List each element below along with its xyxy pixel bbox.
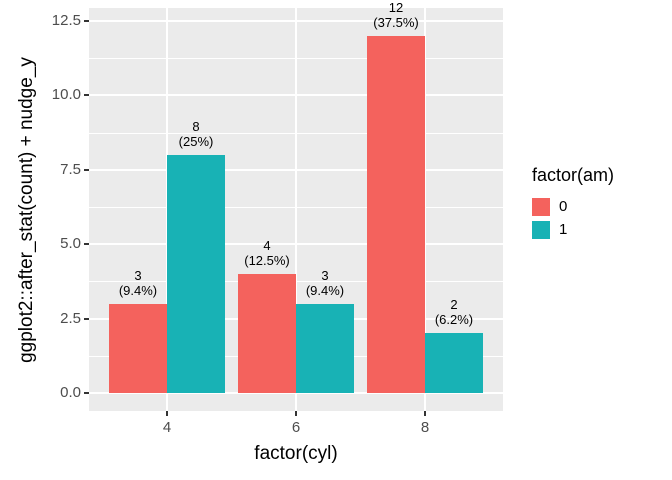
legend-key-label: 1: [559, 221, 568, 238]
legend-key-1: 1: [532, 221, 668, 239]
y-tick-label: 5.0: [60, 235, 81, 253]
y-tick-mark: [84, 243, 89, 246]
bar-am1-cyl8: [425, 333, 483, 393]
y-tick-mark: [84, 20, 89, 22]
y-tick-mark: [84, 168, 89, 171]
bar-am1-cyl6: [296, 303, 354, 393]
major-gridline-vertical: [295, 8, 297, 411]
x-tick-mark: [424, 411, 426, 416]
x-axis-title: factor(cyl): [254, 443, 338, 464]
y-tick-label: 7.5: [60, 160, 81, 178]
major-gridline-vertical: [424, 8, 426, 411]
y-tick-label: 12.5: [51, 12, 81, 29]
bar-am1-cyl4: [167, 154, 225, 393]
y-tick-mark: [84, 392, 89, 394]
legend-title: factor(am): [532, 165, 615, 185]
legend-swatch-0: [532, 198, 550, 216]
legend-key-label: 0: [559, 198, 568, 215]
y-tick-mark: [84, 94, 89, 97]
x-tick-label: 6: [291, 419, 301, 436]
bar-am0-cyl6: [238, 273, 296, 393]
y-tick-mark: [84, 317, 89, 320]
x-tick-label: 8: [420, 419, 430, 436]
y-tick-label: 0.0: [60, 384, 81, 401]
legend-key-0: 0: [532, 198, 668, 216]
bar-label-am0-cyl8: 12 (37.5%): [373, 0, 419, 30]
bar-am0-cyl8: [367, 35, 425, 393]
bar-am0-cyl4: [109, 303, 167, 393]
bar-label-am1-cyl8: 2 (6.2%): [434, 297, 474, 328]
y-tick-label: 10.0: [51, 86, 81, 104]
bar-label-am0-cyl4: 3 (9.4%): [118, 267, 158, 298]
x-tick-mark: [295, 411, 297, 416]
y-tick-label: 2.5: [60, 309, 81, 327]
bar-label-am0-cyl6: 4 (12.5%): [244, 237, 290, 268]
bar-label-am1-cyl4: 8 (25%): [178, 118, 214, 149]
bar-label-am1-cyl6: 3 (9.4%): [305, 267, 345, 298]
x-tick-mark: [166, 411, 168, 416]
legend-swatch-1: [532, 221, 550, 239]
x-tick-label: 4: [162, 419, 172, 436]
y-axis-title: ggplot2::after_stat(count) + nudge_y: [16, 57, 37, 363]
